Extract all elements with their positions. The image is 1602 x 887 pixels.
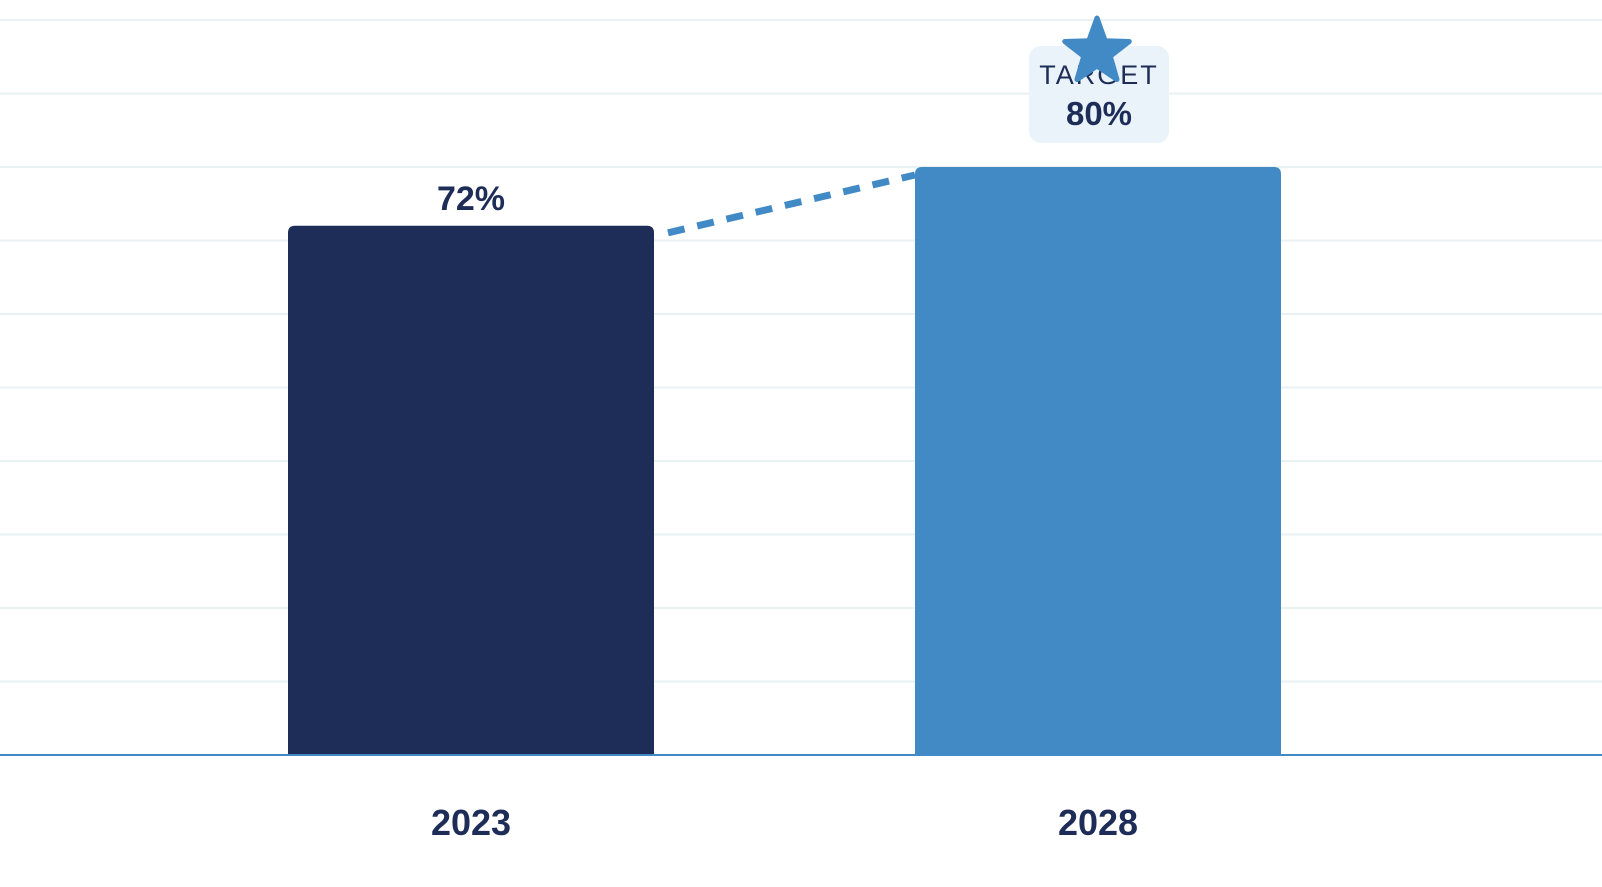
labels: 2023 72% 2028 [0,180,1602,843]
x-tick-label-2023: 2023 [431,802,511,843]
grid-lines [0,19,1602,683]
trend-line [667,171,916,237]
value-label-2023: 72% [437,180,505,218]
bar-2023 [288,225,654,756]
target-badge [1029,46,1169,143]
bar-2028 [915,167,1281,755]
trend-line-group [667,171,916,237]
star-icon [1062,15,1132,82]
x-tick-label-2028: 2028 [1058,802,1138,843]
target-value: 80% [1066,95,1132,132]
bars [288,167,1281,756]
